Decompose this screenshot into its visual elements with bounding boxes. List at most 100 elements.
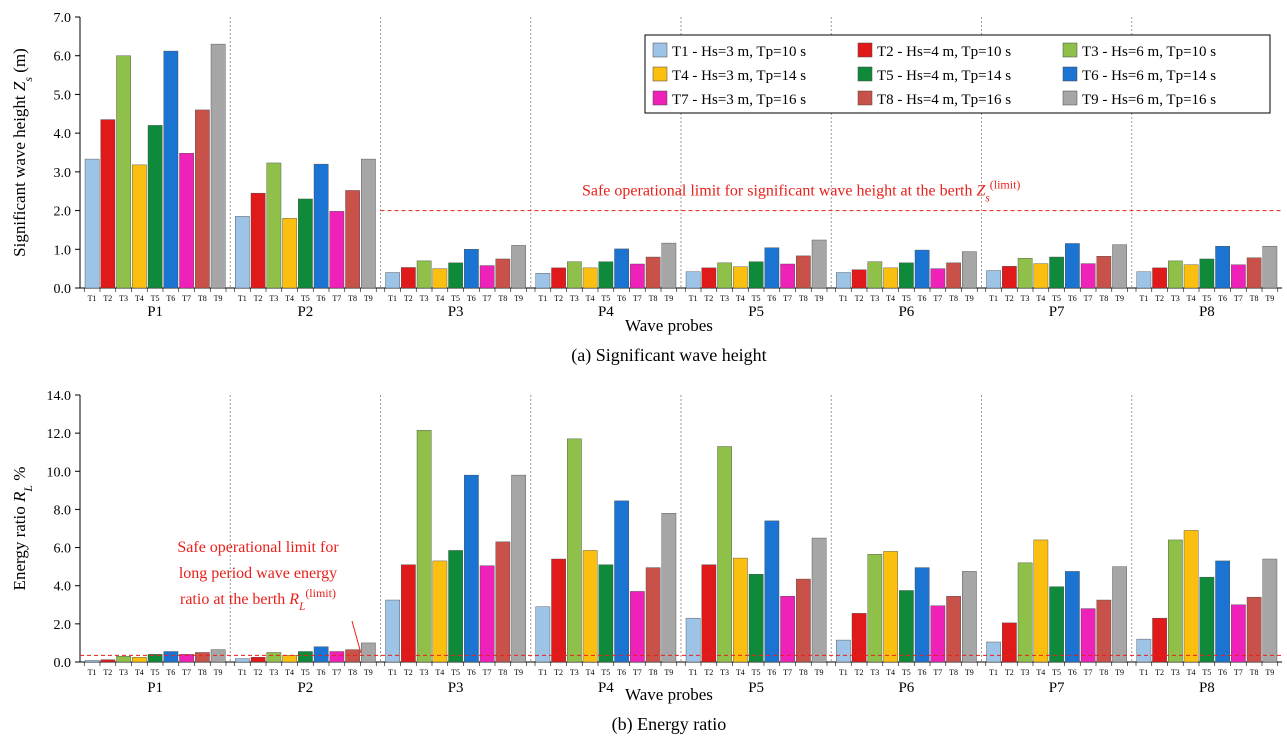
y-tick-label: 4.0 (54, 127, 72, 142)
bar-p3-t9 (511, 474, 526, 663)
test-label: T1 (989, 668, 998, 677)
chart-caption: (b) Energy ratio (612, 714, 727, 735)
probe-label: P8 (1199, 304, 1215, 320)
test-label: T2 (404, 668, 413, 677)
test-label: T1 (238, 668, 247, 677)
legend-entry: T6 - Hs=6 m, Tp=14 s (1082, 68, 1216, 84)
test-label: T9 (664, 668, 673, 677)
bar-p1-t8 (195, 109, 210, 289)
bar-p2-t3 (266, 162, 282, 289)
test-label: T6 (166, 294, 175, 303)
chart-a-significant-wave-height: 0.0 1.0 2.0 3.0 4.0 5.0 6.0 7.0 T1 T2 T3 T4 T5 T6 T7 T8… (10, 11, 1282, 366)
test-label: T7 (633, 294, 642, 303)
bar-p7-t9 (1112, 244, 1127, 289)
bar-p7-t1 (986, 641, 1001, 663)
bar-p8-t4 (1183, 264, 1199, 289)
bar-p4-t6 (614, 248, 629, 289)
test-label: T4 (1036, 668, 1045, 677)
test-label: T6 (767, 294, 776, 303)
test-label: T8 (1250, 294, 1259, 303)
bar-p4-t9 (661, 242, 677, 289)
bar-p7-t5 (1049, 256, 1064, 289)
bar-p2-t5 (298, 198, 313, 289)
test-label: T2 (1155, 294, 1164, 303)
bar-p2-t6 (313, 646, 329, 663)
test-label: T3 (420, 668, 429, 677)
bar-p4-t5 (598, 261, 614, 289)
bar-p5-t9 (811, 537, 827, 663)
test-label: T1 (689, 294, 698, 303)
test-label: T6 (767, 668, 776, 677)
test-label: T9 (965, 294, 974, 303)
bar-p4-t1 (535, 273, 551, 289)
limit-annotation-line: ratio at the berth RL(limit) (180, 586, 336, 613)
test-label: T7 (1234, 668, 1243, 677)
test-label: T3 (1021, 294, 1030, 303)
chart-caption: (a) Significant wave height (571, 345, 766, 366)
legend-swatch (857, 66, 873, 82)
test-label: T5 (1202, 668, 1211, 677)
test-label: T2 (1005, 668, 1014, 677)
bar-p3-t6 (464, 249, 479, 289)
bar-p5-t8 (796, 255, 811, 289)
legend-entry: T1 - Hs=3 m, Tp=10 s (672, 44, 806, 60)
test-label: T4 (135, 294, 144, 303)
test-label: T4 (886, 294, 895, 303)
limit-annotation-line: Safe operational limit for (177, 539, 339, 556)
bar-p7-t4 (1033, 263, 1049, 289)
test-label: T6 (1218, 668, 1227, 677)
bar-p6-t1 (836, 272, 851, 289)
test-label: T7 (182, 294, 191, 303)
test-label: T4 (435, 294, 444, 303)
test-label: T9 (214, 668, 223, 677)
bar-p6-t7 (930, 268, 946, 289)
test-label: T6 (617, 294, 626, 303)
bar-p4-t6 (614, 500, 629, 663)
bar-p1-t8 (195, 652, 210, 663)
bar-p6-t5 (899, 590, 914, 663)
test-label: T8 (949, 294, 958, 303)
test-label: T7 (483, 294, 492, 303)
test-label: T8 (348, 294, 357, 303)
test-label: T7 (332, 294, 341, 303)
bar-p3-t6 (464, 474, 479, 663)
test-label: T9 (664, 294, 673, 303)
bar-p5-t9 (811, 239, 827, 289)
bar-p6-t4 (883, 267, 898, 289)
bar-p6-t6 (914, 249, 930, 289)
bar-p4-t1 (535, 606, 551, 663)
test-label: T4 (285, 668, 294, 677)
test-label: T4 (1036, 294, 1045, 303)
bar-p2-t7 (329, 651, 345, 663)
test-label: T7 (933, 668, 942, 677)
test-label: T2 (704, 294, 713, 303)
bar-p1-t2 (100, 119, 116, 289)
bar-p1-t4 (132, 657, 147, 663)
y-tick-label: 3.0 (54, 166, 72, 181)
bar-p7-t3 (1017, 257, 1033, 289)
bar-p6-t7 (930, 605, 946, 663)
test-label: T4 (285, 294, 294, 303)
bar-p8-t4 (1183, 530, 1199, 663)
legend-entry: T7 - Hs=3 m, Tp=16 s (672, 92, 806, 108)
test-label: T1 (88, 668, 97, 677)
legend-entry: T3 - Hs=6 m, Tp=10 s (1082, 44, 1216, 60)
legend-entry: T8 - Hs=4 m, Tp=16 s (877, 92, 1011, 108)
limit-annotation: Safe operational limit for significant w… (582, 178, 1020, 205)
test-label: T6 (1218, 294, 1227, 303)
bar-p8-t6 (1215, 245, 1230, 289)
bar-p3-t3 (416, 260, 432, 289)
legend-swatch (652, 66, 668, 82)
bar-p3-t8 (495, 258, 511, 289)
bar-p6-t3 (867, 261, 883, 289)
bar-p7-t9 (1112, 566, 1127, 663)
y-tick-label: 0.0 (54, 656, 72, 671)
probe-label: P6 (898, 304, 914, 320)
bar-p8-t8 (1246, 257, 1262, 289)
bar-p8-t7 (1231, 264, 1246, 289)
bar-p2-t2 (250, 192, 266, 289)
bar-p5-t4 (733, 557, 748, 663)
test-label: T3 (720, 294, 729, 303)
bar-p5-t2 (701, 267, 717, 289)
test-label: T4 (1187, 294, 1196, 303)
